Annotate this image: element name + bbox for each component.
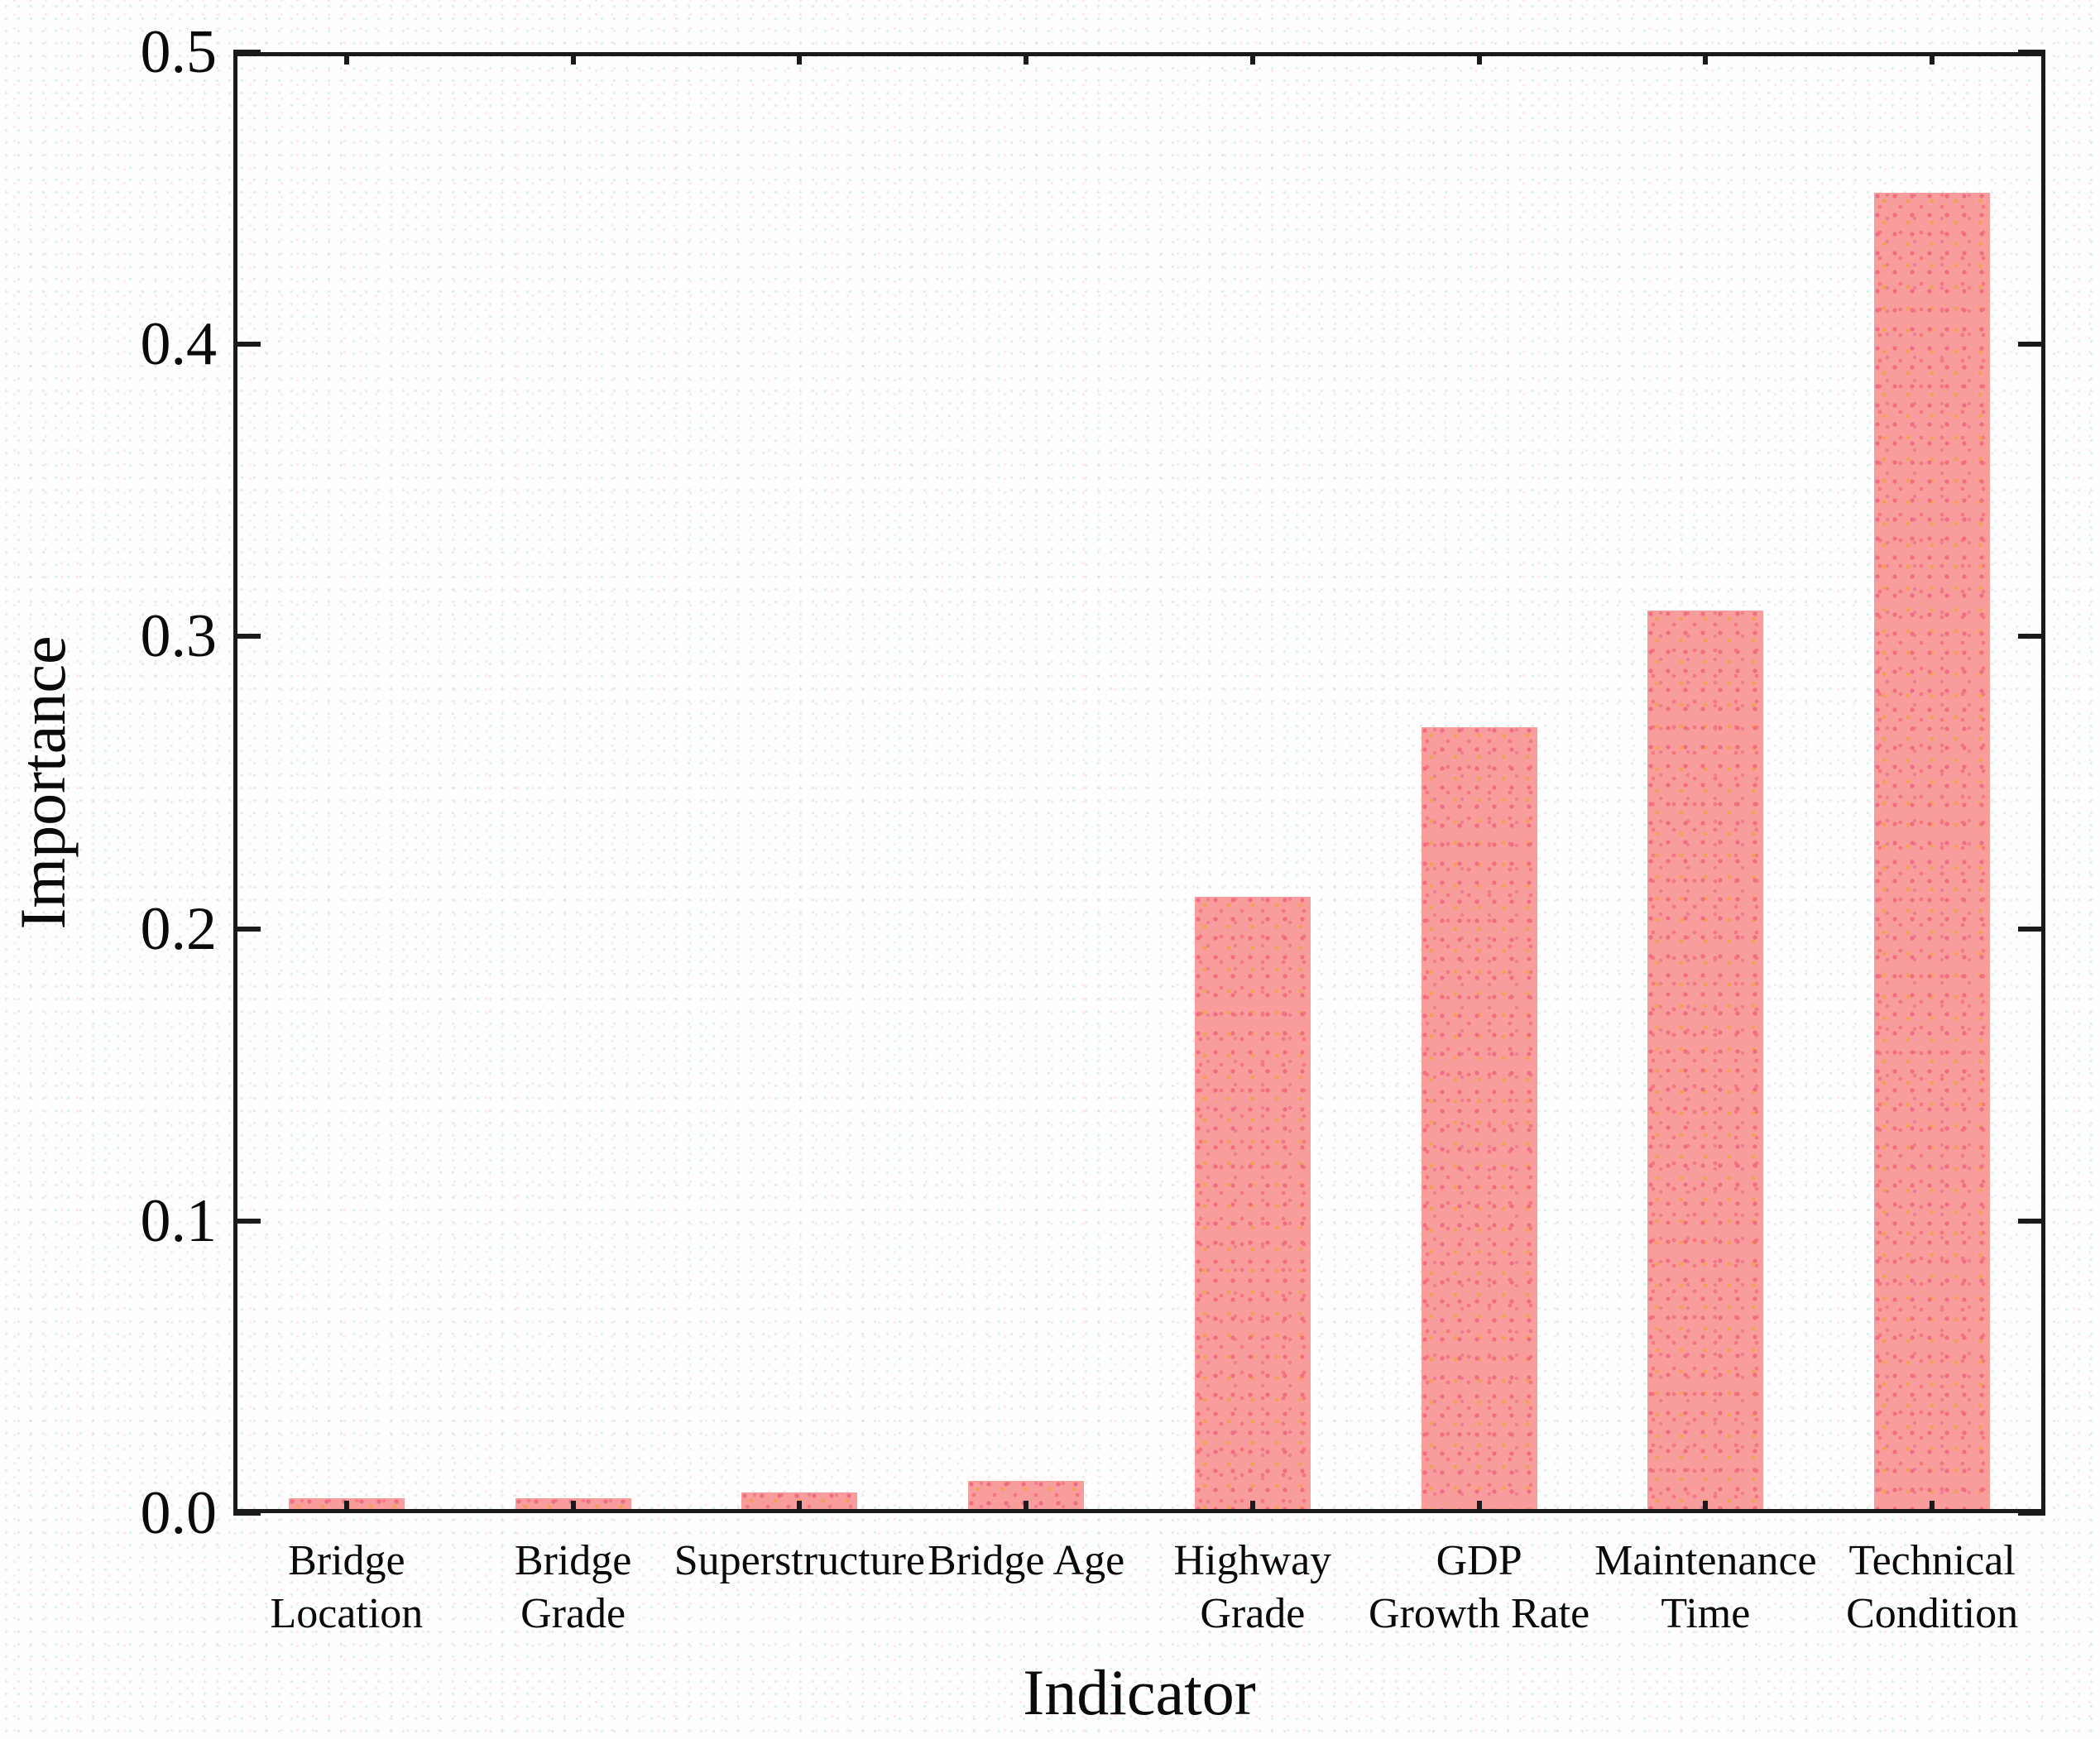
bar-highway-grade <box>1194 896 1311 1513</box>
bar-gdp-growth-rate <box>1421 726 1537 1513</box>
y-tick-right-0.0 <box>2018 1511 2045 1516</box>
x-tick-label-bridge-age: Bridge Age <box>927 1537 1125 1584</box>
y-tick-right-0.3 <box>2018 634 2045 640</box>
y-axis-title: Importance <box>7 635 79 930</box>
bar-technical-condition <box>1874 192 1991 1513</box>
x-tick-label-bridge-grade: Bridge Grade <box>514 1537 632 1637</box>
y-tick-left-0.3 <box>233 634 261 640</box>
y-tick-right-0.4 <box>2018 342 2045 347</box>
x-tick-bottom-bridge-grade <box>570 1501 576 1513</box>
y-tick-label-0.2: 0.2 <box>140 894 218 963</box>
y-tick-right-0.1 <box>2018 1218 2045 1224</box>
x-tick-bottom-bridge-location <box>343 1501 349 1513</box>
x-tick-bottom-maintenance-time <box>1703 1501 1709 1513</box>
x-tick-top-maintenance-time <box>1703 52 1709 65</box>
x-tick-top-superstructure <box>797 52 803 65</box>
y-tick-label-0.5: 0.5 <box>140 18 218 86</box>
x-tick-label-technical-condition: Technical Condition <box>1846 1537 2019 1637</box>
x-tick-label-bridge-location: Bridge Location <box>270 1537 424 1637</box>
x-tick-top-bridge-grade <box>570 52 576 65</box>
x-tick-bottom-gdp-growth-rate <box>1476 1501 1482 1513</box>
x-tick-label-maintenance-time: Maintenance Time <box>1594 1537 1817 1637</box>
bar-maintenance-time <box>1647 610 1764 1513</box>
plot-frame <box>233 52 2045 1513</box>
y-tick-right-0.2 <box>2018 926 2045 932</box>
y-tick-right-0.5 <box>2018 50 2045 55</box>
x-tick-top-technical-condition <box>1930 52 1935 65</box>
y-tick-left-0.4 <box>233 342 261 347</box>
x-tick-top-gdp-growth-rate <box>1476 52 1482 65</box>
y-tick-left-0.0 <box>233 1511 261 1516</box>
x-tick-label-gdp-growth-rate: GDP Growth Rate <box>1369 1537 1590 1637</box>
y-tick-left-0.5 <box>233 50 261 55</box>
x-tick-top-bridge-location <box>343 52 349 65</box>
x-tick-bottom-technical-condition <box>1930 1501 1935 1513</box>
y-tick-label-0.4: 0.4 <box>140 310 218 379</box>
y-tick-label-0.3: 0.3 <box>140 602 218 671</box>
y-tick-left-0.2 <box>233 926 261 932</box>
x-tick-bottom-superstructure <box>797 1501 803 1513</box>
x-tick-bottom-highway-grade <box>1249 1501 1255 1513</box>
x-tick-label-superstructure: Superstructure <box>674 1537 925 1584</box>
y-tick-left-0.1 <box>233 1218 261 1224</box>
x-tick-top-highway-grade <box>1249 52 1255 65</box>
y-tick-label-0.0: 0.0 <box>140 1479 218 1547</box>
y-tick-label-0.1: 0.1 <box>140 1186 218 1255</box>
x-axis-title: Indicator <box>1023 1656 1256 1728</box>
x-tick-top-bridge-age <box>1024 52 1029 65</box>
x-tick-label-highway-grade: Highway Grade <box>1173 1537 1332 1637</box>
x-tick-bottom-bridge-age <box>1024 1501 1029 1513</box>
